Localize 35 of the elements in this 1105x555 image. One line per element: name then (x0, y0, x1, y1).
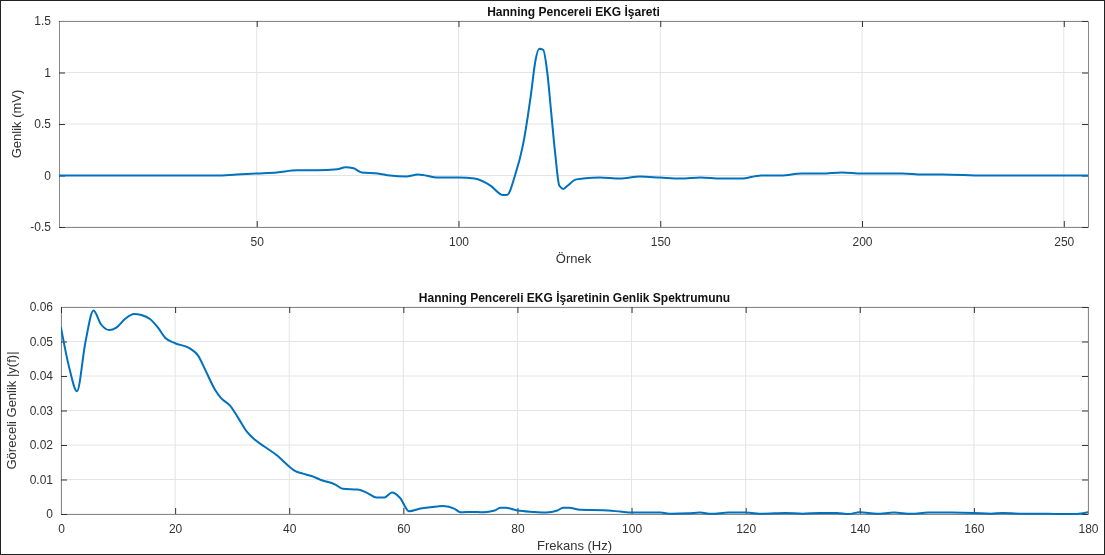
x-axis-title: Frekans (Hz) (536, 538, 613, 553)
y-tick-label: 0 (46, 507, 54, 522)
x-tick-label: 0 (58, 521, 66, 536)
x-tick-label: 140 (850, 521, 871, 536)
y-tick-label: 0.06 (29, 300, 54, 315)
x-tick-label: 100 (448, 234, 470, 249)
y-tick-label: 0.03 (29, 403, 54, 418)
y-tick-label: 0.04 (29, 369, 54, 384)
x-tick-label: 250 (1054, 234, 1075, 249)
x-tick-label: 80 (511, 521, 525, 536)
x-tick-label: 50 (250, 234, 265, 249)
y-tick-label: 0.01 (29, 472, 54, 487)
y-tick-label: 0 (44, 168, 52, 183)
y-tick-label: -0.5 (30, 220, 52, 235)
x-tick-label: 160 (964, 521, 985, 536)
y-tick-label: 0.02 (29, 438, 54, 453)
line-series (59, 47, 1088, 197)
x-tick-label: 200 (852, 234, 873, 249)
x-tick-label: 40 (283, 521, 297, 536)
y-tick-label: 0.5 (34, 117, 52, 132)
y-tick-label: 0.05 (29, 334, 54, 349)
chart-title: Hanning Pencereli EKG İşaretinin Genlik Spektrumunu (418, 290, 731, 305)
x-axis-title: Örnek (555, 251, 592, 266)
line-series (61, 309, 1088, 515)
x-tick-label: 20 (168, 521, 183, 536)
x-tick-label: 150 (650, 234, 672, 249)
x-tick-label: 120 (736, 521, 757, 536)
y-axis-title: Göreceli Genlik |y(f)| (4, 351, 19, 470)
y-axis-title: Genlik (mV) (9, 89, 24, 159)
y-tick-label: 1 (44, 65, 52, 80)
x-tick-label: 100 (622, 521, 643, 536)
chart-title: Hanning Pencereli EKG İşareti (487, 4, 660, 19)
y-tick-label: 1.5 (34, 14, 52, 29)
x-tick-label: 180 (1078, 521, 1099, 536)
x-tick-label: 60 (397, 521, 411, 536)
